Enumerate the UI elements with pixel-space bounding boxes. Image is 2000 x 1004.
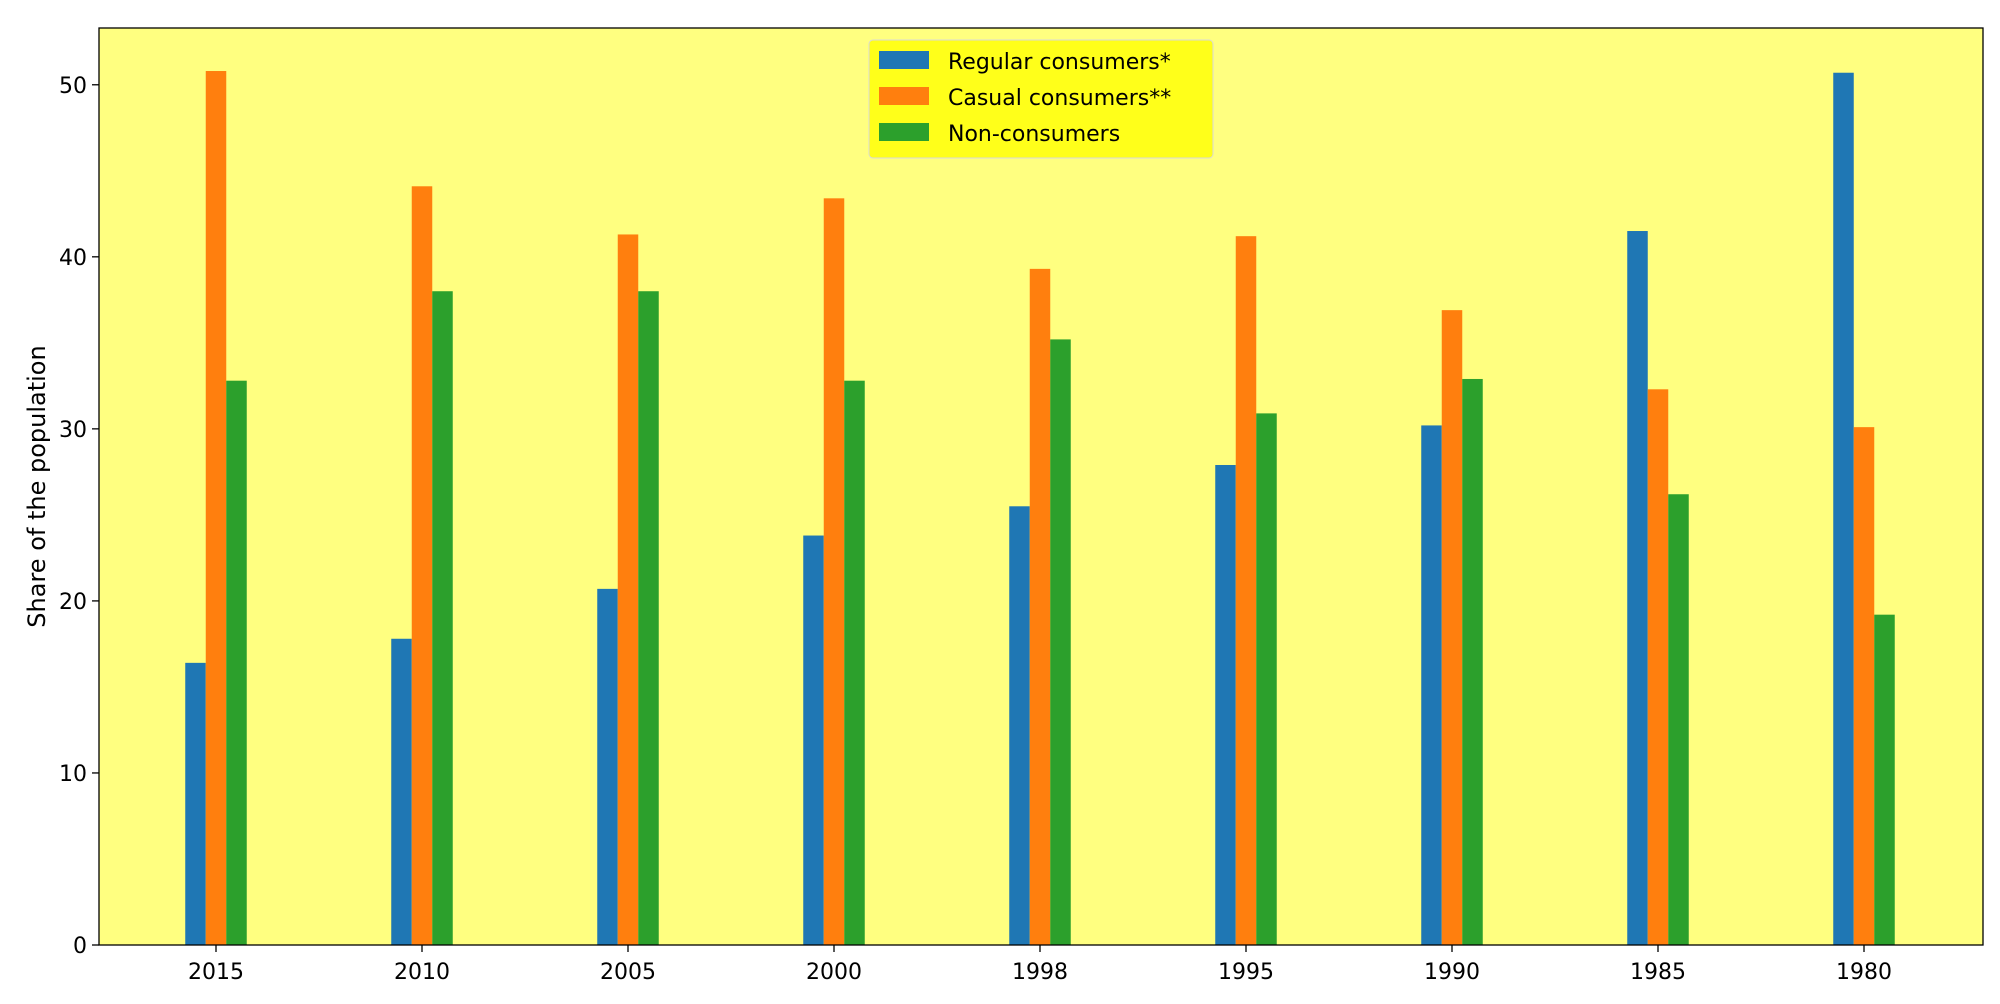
plot-frame	[98, 27, 1984, 946]
x-tick-label: 1990	[1424, 960, 1480, 985]
bar-2000-non-consumers	[844, 380, 865, 945]
bar-2015-non-consumers	[226, 380, 247, 945]
bar-2015-regular-consumers	[185, 662, 206, 945]
bar-1995-non-consumers	[1256, 413, 1277, 945]
bar-1990-casual-consumers	[1441, 310, 1463, 946]
bars-layer	[185, 71, 1895, 946]
y-axis: 0 10 20 30 40 50	[59, 74, 99, 959]
bar-2000-casual-consumers	[823, 198, 845, 945]
x-tick-label: 1980	[1836, 960, 1892, 985]
legend-swatch	[879, 51, 929, 69]
x-tick-label: 2000	[806, 960, 862, 985]
y-tick-label: 30	[59, 418, 87, 443]
bar-1995-regular-consumers	[1215, 464, 1236, 945]
x-tick-label: 1998	[1012, 960, 1068, 985]
bar-2000-regular-consumers	[803, 535, 824, 945]
legend-label: Casual consumers**	[948, 86, 1171, 111]
x-tick-label: 1995	[1218, 960, 1274, 985]
x-axis: 2015 2010 2005 2000 1998 1995 1990 1985 1980	[188, 945, 1892, 985]
bar-1985-casual-consumers	[1647, 389, 1669, 945]
y-tick-label: 10	[59, 762, 87, 787]
bar-1980-non-consumers	[1874, 614, 1895, 945]
bar-1980-casual-consumers	[1853, 427, 1875, 945]
legend: Regular consumers* Casual consumers** Non-…	[868, 39, 1214, 159]
y-axis-label: Share of the population	[23, 345, 51, 627]
bar-2010-casual-consumers	[411, 186, 433, 945]
bar-1995-casual-consumers	[1235, 236, 1257, 945]
bar-2005-casual-consumers	[617, 234, 639, 945]
bar-2010-non-consumers	[432, 291, 453, 945]
x-tick-label: 2010	[394, 960, 450, 985]
bar-1990-regular-consumers	[1421, 425, 1442, 945]
y-tick-label: 20	[59, 590, 87, 615]
y-tick-label: 40	[59, 246, 87, 271]
legend-label: Regular consumers*	[948, 50, 1171, 75]
bar-1990-non-consumers	[1462, 378, 1483, 945]
x-tick-label: 1985	[1630, 960, 1686, 985]
bar-1998-casual-consumers	[1029, 268, 1051, 945]
bar-1998-regular-consumers	[1009, 506, 1030, 945]
bar-2010-regular-consumers	[391, 638, 412, 945]
y-tick-label: 0	[73, 934, 87, 959]
legend-swatch	[879, 123, 929, 141]
y-tick-label: 50	[59, 74, 87, 99]
x-tick-label: 2005	[600, 960, 656, 985]
bar-1980-regular-consumers	[1833, 72, 1854, 946]
x-tick-label: 2015	[188, 960, 244, 985]
legend-box	[868, 39, 1214, 159]
bar-2005-regular-consumers	[597, 588, 618, 945]
bar-1985-regular-consumers	[1627, 231, 1648, 946]
legend-label: Non-consumers	[948, 122, 1120, 147]
bar-2015-casual-consumers	[205, 71, 227, 946]
bar-1998-non-consumers	[1050, 339, 1071, 945]
bar-2005-non-consumers	[638, 291, 659, 945]
legend-swatch	[879, 87, 929, 105]
bar-1985-non-consumers	[1668, 494, 1689, 945]
